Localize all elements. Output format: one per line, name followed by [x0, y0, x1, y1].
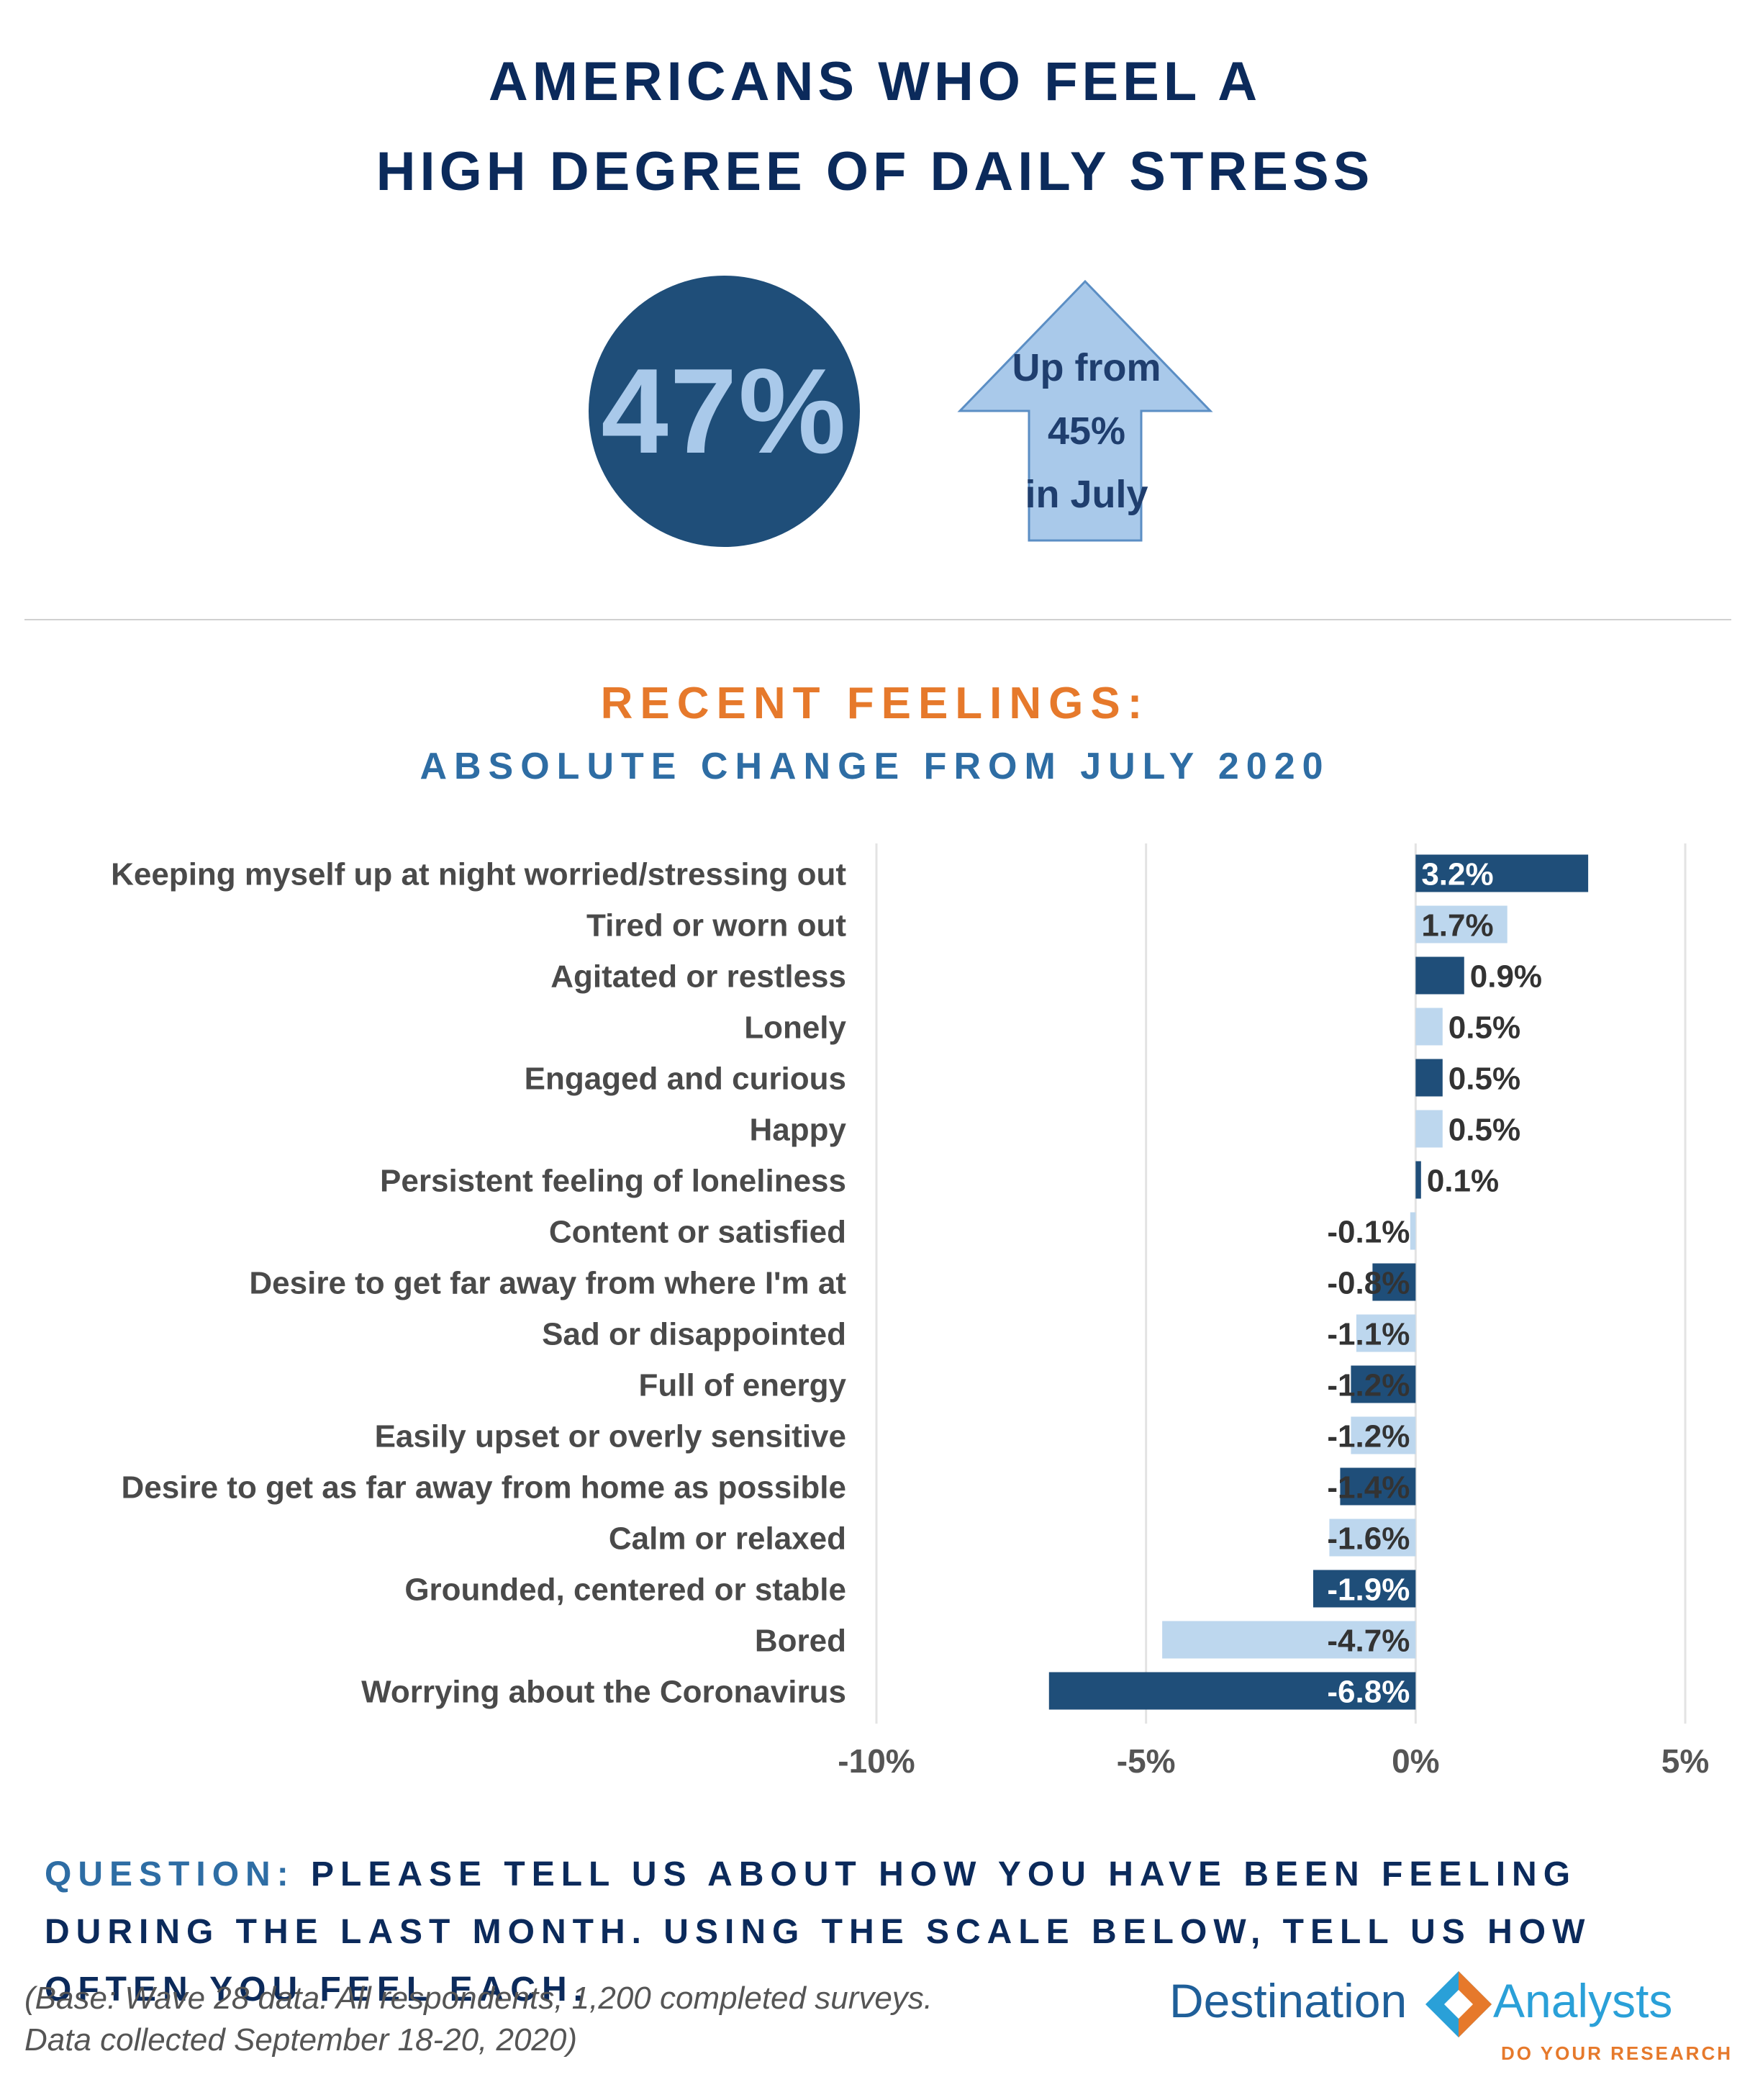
bar — [1329, 1519, 1416, 1557]
category-label: Worrying about the Coronavirus — [361, 1675, 846, 1710]
bar — [1415, 854, 1589, 892]
arrow-text-line3: in July — [1025, 473, 1148, 516]
bar — [1312, 1570, 1416, 1608]
bar — [1415, 1110, 1443, 1148]
category-label: Calm or relaxed — [609, 1521, 846, 1557]
value-label: -1.4% — [1327, 1470, 1410, 1506]
gridlines — [875, 843, 1687, 1724]
bar — [1351, 1416, 1416, 1454]
value-label: 0.1% — [1427, 1164, 1499, 1199]
section-heading: RECENT FEELINGS: — [600, 679, 1150, 728]
value-label: -1.1% — [1327, 1317, 1410, 1352]
bar — [1351, 1365, 1416, 1403]
section-divider — [24, 619, 1731, 620]
category-label: Agitated or restless — [550, 959, 846, 995]
value-label: -6.8% — [1327, 1675, 1410, 1710]
category-label: Tired or worn out — [586, 908, 846, 943]
category-label: Sad or disappointed — [542, 1317, 846, 1352]
value-label: 1.7% — [1421, 908, 1493, 943]
category-label: Persistent feeling of loneliness — [380, 1164, 846, 1199]
up-arrow-icon — [957, 279, 1213, 542]
question-label: QUESTION: — [45, 1855, 295, 1893]
category-label: Lonely — [744, 1010, 846, 1046]
category-label: Happy — [750, 1113, 847, 1148]
category-label: Content or satisfied — [549, 1215, 846, 1250]
kpi-circle: 47% — [589, 276, 860, 547]
value-label: -1.2% — [1327, 1368, 1410, 1403]
value-label: 0.5% — [1448, 1113, 1520, 1148]
question-body: PLEASE TELL US ABOUT HOW YOU HAVE BEEN F… — [45, 1855, 1592, 2009]
value-label: -1.2% — [1327, 1419, 1410, 1454]
category-label: Easily upset or overly sensitive — [375, 1419, 846, 1454]
section-subheading: ABSOLUTE CHANGE FROM JULY 2020 — [420, 746, 1330, 787]
bar — [1162, 1621, 1416, 1659]
bar — [1410, 1212, 1416, 1250]
x-tick-label: -10% — [838, 1742, 915, 1780]
value-label: 3.2% — [1421, 857, 1493, 892]
category-label: Desire to get far away from where I'm at — [249, 1266, 846, 1301]
value-label: 0.5% — [1448, 1062, 1520, 1097]
arrow-text-line1: Up from — [1012, 346, 1161, 389]
bar-chart: Keeping myself up at night worried/stres… — [111, 843, 1709, 1780]
value-label: 0.5% — [1448, 1010, 1520, 1046]
logo-text-left: Destination — [1169, 1974, 1407, 2027]
category-label: Full of energy — [639, 1368, 847, 1403]
category-label: Grounded, centered or stable — [404, 1572, 846, 1608]
bar — [1372, 1263, 1416, 1301]
logo-tagline: DO YOUR RESEARCH — [1501, 2042, 1733, 2064]
category-label: Bored — [755, 1624, 846, 1659]
logo-diamond-icon — [1425, 1971, 1492, 2037]
bar — [1415, 905, 1508, 943]
category-label: Engaged and curious — [525, 1062, 846, 1097]
bar — [1340, 1467, 1416, 1506]
bar — [1415, 1008, 1443, 1046]
bar — [1415, 1161, 1421, 1199]
question-text: QUESTION: PLEASE TELL US ABOUT HOW YOU H… — [45, 1846, 1714, 2019]
arrow-text-line2: 45% — [1047, 409, 1126, 453]
x-tick-label: 5% — [1661, 1742, 1709, 1780]
category-label: Desire to get as far away from home as p… — [122, 1470, 846, 1506]
value-label: -0.1% — [1327, 1215, 1410, 1250]
x-tick-label: 0% — [1392, 1742, 1439, 1780]
bar — [1356, 1314, 1416, 1352]
x-tick-label: -5% — [1117, 1742, 1176, 1780]
value-labels: 3.2% 1.7% 0.9% 0.5% 0.5% 0.5% 0.1% -0.1% -0.8% -1… — [1327, 857, 1542, 1710]
footnote-line2: Data collected September 18-20, 2020) — [24, 2022, 578, 2058]
footnote-line1: (Base: Wave 28 data. All respondents, 1,… — [24, 1981, 933, 2016]
value-label: -1.6% — [1327, 1521, 1410, 1557]
value-label: -0.8% — [1327, 1266, 1410, 1301]
value-label: 0.9% — [1470, 959, 1542, 995]
chart-title-line2: HIGH DEGREE OF DAILY STRESS — [376, 141, 1374, 202]
bar — [1415, 1059, 1443, 1097]
bar — [1415, 956, 1464, 995]
value-label: -4.7% — [1327, 1624, 1410, 1659]
logo-text-right: Analysts — [1493, 1974, 1673, 2027]
chart-title-line1: AMERICANS WHO FEEL A — [488, 51, 1262, 112]
x-axis-ticks: -10% -5% 0% 5% — [838, 1742, 1709, 1780]
bars — [1048, 854, 1589, 1710]
category-label: Keeping myself up at night worried/stres… — [111, 857, 846, 892]
category-labels: Keeping myself up at night worried/stres… — [111, 857, 846, 1710]
bar — [1048, 1672, 1416, 1710]
value-label: -1.9% — [1327, 1572, 1410, 1608]
